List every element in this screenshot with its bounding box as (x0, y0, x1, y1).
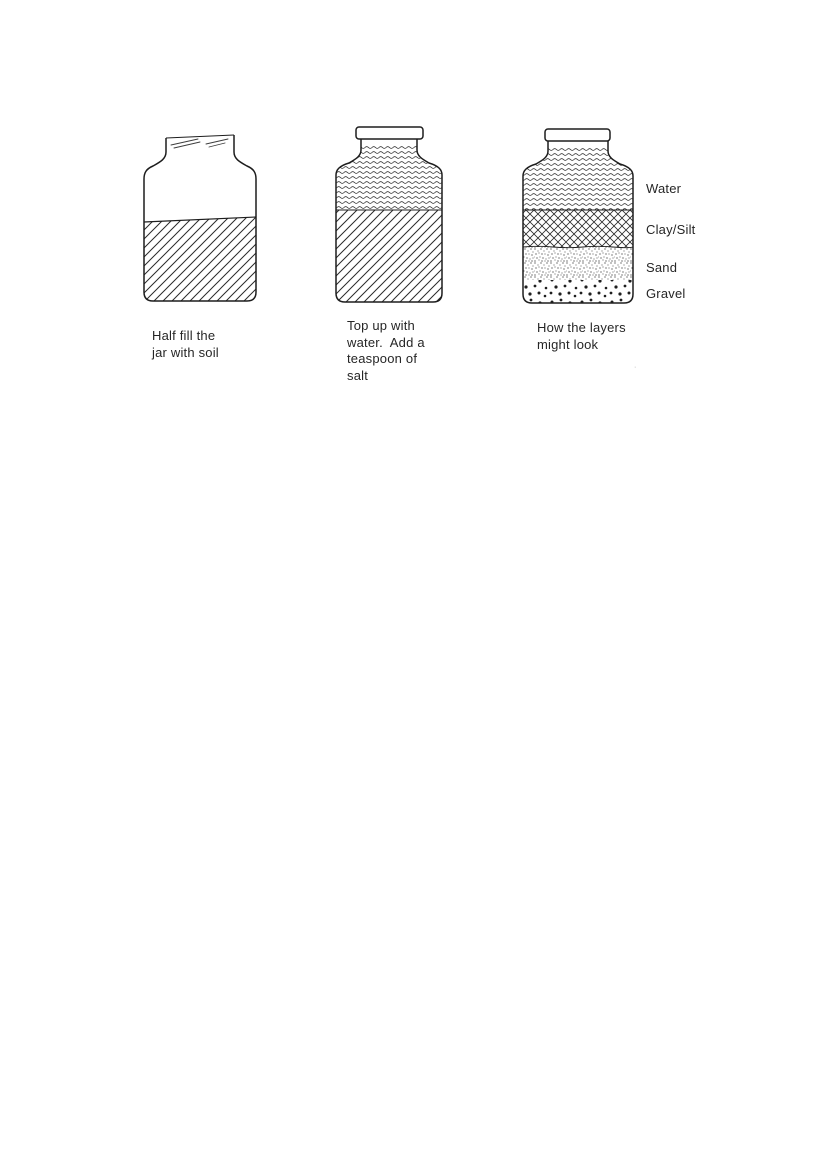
jar-cap (544, 128, 611, 142)
soil-surface-line (143, 216, 257, 223)
jar-rim-line (165, 134, 235, 139)
layer-water-fill (523, 148, 633, 210)
layer-label-sand: Sand (646, 260, 678, 275)
caption-jar-water: Top up with water. Add a teaspoon of sal… (347, 318, 425, 383)
soil-fill (336, 210, 442, 302)
glass-shine-marks (170, 138, 229, 149)
caption-jar-layers: How the layers might look (537, 320, 626, 352)
layer-label-water: Water (646, 181, 682, 196)
clay-sand-boundary (523, 245, 633, 249)
water-fill (336, 146, 442, 210)
layer-gravel-fill (523, 280, 633, 303)
soil-fill (144, 217, 256, 301)
jar-water-illustration (335, 126, 443, 303)
jar-soil-illustration (143, 134, 257, 302)
caption-jar-soil: Half fill the jar with soil (152, 328, 219, 360)
jar-layers-illustration (522, 128, 634, 304)
layer-clay-silt-fill (523, 210, 633, 247)
jar-outline (143, 135, 257, 302)
layer-label-clay-silt: Clay/Silt (646, 222, 696, 237)
jar-outline (335, 139, 443, 303)
jar-cap (355, 126, 424, 140)
layer-label-gravel: Gravel (646, 286, 686, 301)
jar-outline (522, 141, 634, 304)
layer-sand-fill (523, 247, 633, 280)
scan-speck: · (634, 364, 637, 371)
